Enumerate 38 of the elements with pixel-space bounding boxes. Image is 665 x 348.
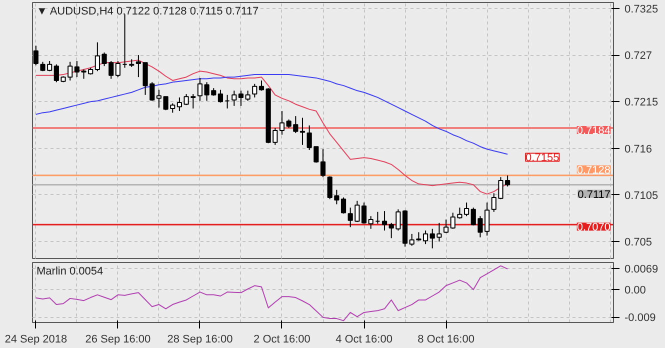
candlestick bbox=[340, 196, 346, 214]
ref-line-label: 0.7128 bbox=[576, 164, 611, 176]
candlestick bbox=[279, 110, 285, 136]
candlestick bbox=[238, 90, 244, 106]
y-tick-label: 0.00 bbox=[624, 284, 646, 297]
candlestick bbox=[443, 219, 449, 234]
candlestick bbox=[232, 90, 237, 106]
x-tick-label: 2 Oct 16:00 bbox=[254, 334, 310, 346]
candlestick bbox=[33, 45, 38, 66]
y-tick-label: 0.7105 bbox=[624, 190, 658, 202]
ref-line-label: 0.7184 bbox=[576, 124, 611, 137]
chart-title: Marlin 0.0054 bbox=[36, 266, 104, 278]
x-tick-label: 24 Sep 2018 bbox=[4, 334, 68, 346]
x-tick-label: 28 Sep 16:00 bbox=[167, 334, 233, 346]
y-tick-label: 0.705 bbox=[624, 236, 652, 249]
y-tick-label: 0.7215 bbox=[624, 96, 658, 109]
ref-line-label: 0.7117 bbox=[578, 188, 610, 201]
y-tick-label: -0.009 bbox=[624, 312, 656, 324]
candlestick bbox=[368, 216, 374, 230]
y-tick-label: 0.716 bbox=[624, 143, 652, 156]
candlestick bbox=[218, 89, 224, 104]
x-tick-label: 8 Oct 16:00 bbox=[418, 334, 474, 346]
candlestick bbox=[422, 230, 428, 245]
line-series bbox=[35, 265, 508, 322]
candlestick bbox=[115, 60, 120, 78]
candlestick bbox=[382, 210, 388, 232]
chart-title: ▼ AUDUSD,H4 0.7122 0.7128 0.7115 0.7117 bbox=[36, 6, 259, 18]
candlestick bbox=[361, 202, 367, 224]
y-tick-label: 0.7325 bbox=[624, 3, 658, 16]
y-tick-label: 0.0069 bbox=[624, 264, 658, 276]
y-tick-label: 0.727 bbox=[624, 50, 652, 62]
line-series bbox=[35, 74, 508, 155]
candlestick bbox=[320, 148, 326, 178]
candlestick bbox=[464, 202, 470, 217]
x-tick-label: 4 Oct 16:00 bbox=[336, 334, 392, 346]
candlestick bbox=[245, 90, 250, 102]
candlestick bbox=[252, 83, 258, 98]
x-tick-label: 26 Sep 16:00 bbox=[85, 334, 151, 346]
